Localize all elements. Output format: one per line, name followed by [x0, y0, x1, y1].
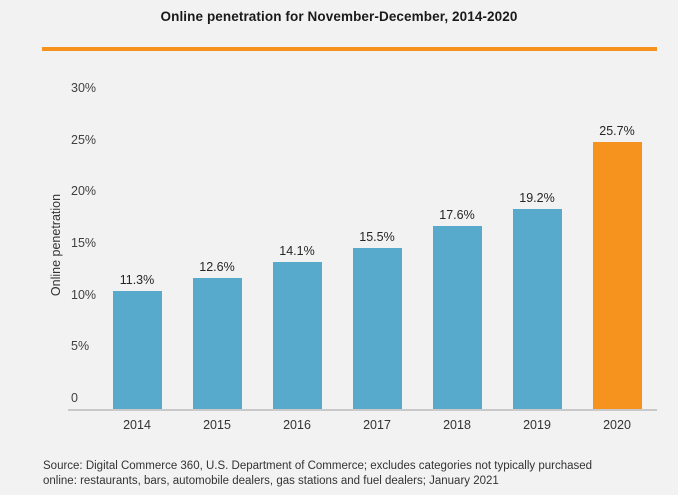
source-line-1: Source: Digital Commerce 360, U.S. Depar…: [43, 460, 593, 472]
y-tick-label: 20%: [71, 184, 97, 199]
bar-value-label: 12.6%: [199, 260, 235, 274]
x-tick-label: 2017: [363, 418, 391, 432]
x-tick-label: 2020: [603, 418, 631, 432]
bar: [192, 278, 242, 409]
y-axis-title: Online penetration: [49, 193, 63, 297]
x-axis-line: [68, 409, 657, 411]
x-tick-label: 2014: [123, 418, 151, 432]
bar-value-label: 19.2%: [519, 191, 555, 205]
bar-value-label: 25.7%: [599, 124, 635, 138]
y-tick-label: 25%: [71, 132, 97, 147]
x-tick-label: 2015: [203, 418, 231, 432]
source-line-2: online: restaurants, bars, automobile de…: [43, 474, 499, 487]
bar-value-label: 14.1%: [279, 244, 315, 258]
y-tick-label: 10%: [71, 287, 97, 302]
x-tick-label: 2016: [283, 418, 311, 432]
source-note: Source: Digital Commerce 360, U.S. Depar…: [43, 459, 592, 488]
bar: [512, 209, 562, 409]
y-tick-label: 30%: [71, 81, 97, 96]
y-tick-label: 0: [71, 391, 78, 405]
bar: [112, 291, 162, 409]
bar: [432, 226, 482, 409]
chart-title: Online penetration for November-December…: [160, 9, 518, 24]
bar-value-label: 17.6%: [439, 208, 475, 222]
x-tick-label: 2018: [443, 418, 471, 432]
y-tick-label: 5%: [71, 339, 90, 354]
y-tick-label: 15%: [71, 236, 97, 251]
bar: [352, 248, 402, 409]
bar: [592, 142, 642, 409]
bar: [272, 262, 322, 409]
x-tick-label: 2019: [523, 418, 551, 432]
bar-value-label: 15.5%: [359, 230, 395, 244]
bar-value-label: 11.3%: [119, 273, 155, 287]
title-divider: [42, 47, 657, 51]
